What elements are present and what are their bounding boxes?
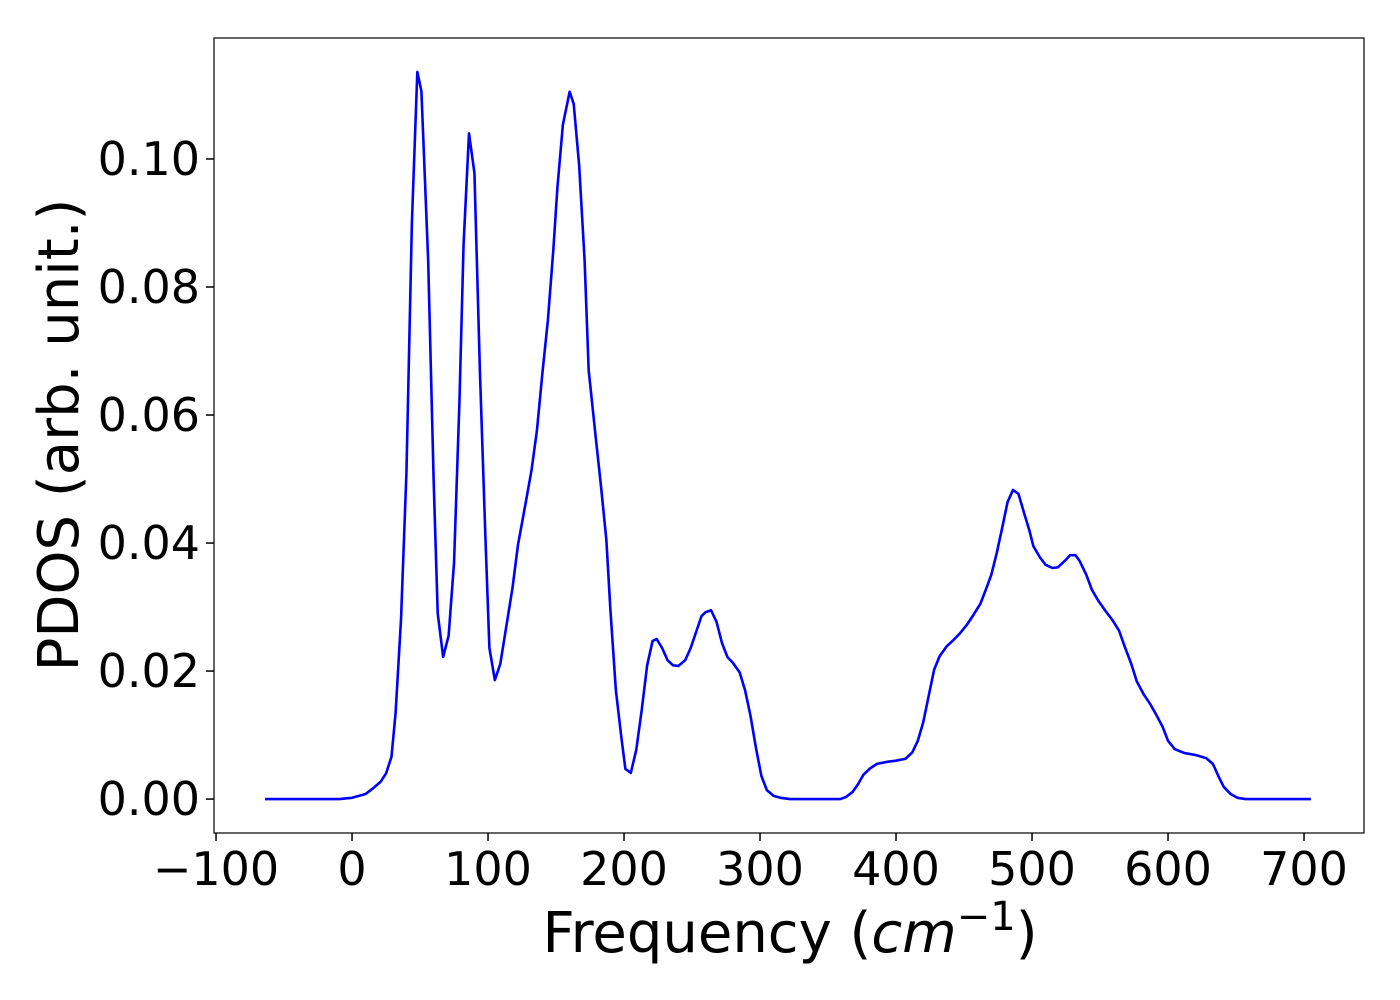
x-label-unit: cm <box>871 901 956 966</box>
x-tick-label: 700 <box>1260 842 1348 896</box>
x-tick-label: 500 <box>988 842 1076 896</box>
y-tick-label: 0.08 <box>98 260 200 314</box>
y-tick-label: 0.06 <box>98 388 200 442</box>
y-axis-label: PDOS (arb. unit.) <box>27 199 92 672</box>
x-tick-label: 400 <box>852 842 940 896</box>
x-label-exponent: −1 <box>957 894 1016 940</box>
x-tick-label: 100 <box>444 842 532 896</box>
x-label-text: Frequency ( <box>542 901 871 966</box>
y-tick-label: 0.10 <box>98 132 200 186</box>
x-label-close: ) <box>1016 901 1038 966</box>
plot-frame <box>213 37 1365 834</box>
y-tick-label: 0.04 <box>98 516 200 570</box>
x-axis-label: Frequency (cm−1) <box>542 894 1037 966</box>
x-tick-label: 300 <box>716 842 804 896</box>
data-line <box>265 70 1311 801</box>
x-tick-label: 0 <box>337 842 366 896</box>
y-tick-label: 0.00 <box>98 772 200 826</box>
x-tick-label: 200 <box>580 842 668 896</box>
x-tick-label: −100 <box>153 842 279 896</box>
x-tick-label: 600 <box>1124 842 1212 896</box>
y-tick-label: 0.02 <box>98 644 200 698</box>
